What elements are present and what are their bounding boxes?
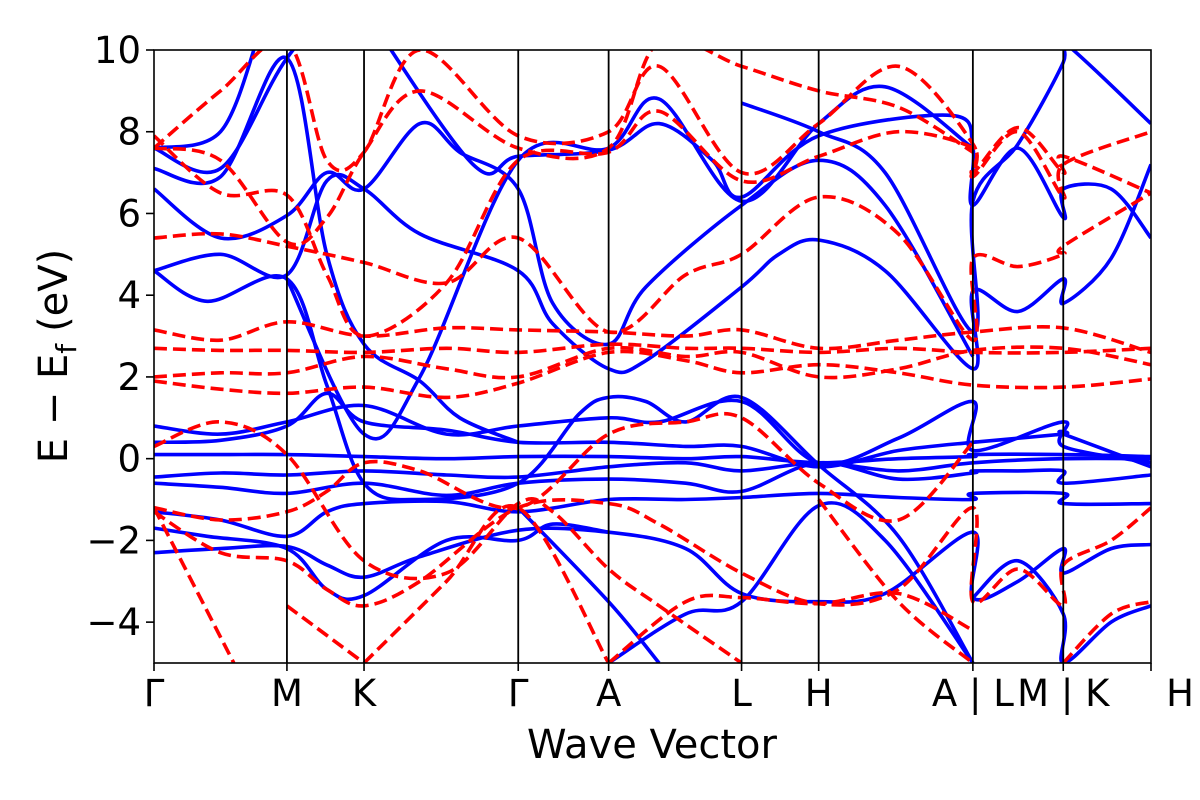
x-tick-label-5: L xyxy=(731,672,752,715)
band-line-1-14 xyxy=(607,590,974,663)
x-tick-label-6: H xyxy=(805,672,833,715)
band-line-1-16 xyxy=(1062,599,1151,663)
x-tick-label-9: H xyxy=(1166,672,1194,715)
kpoint-divider-lines xyxy=(286,50,1065,663)
band-line-0-3 xyxy=(154,460,1151,498)
band-line-0-16 xyxy=(740,50,1151,334)
y-tick-label-2: 0 xyxy=(117,438,141,481)
y-axis-label: E − Ef (eV) xyxy=(31,249,83,464)
band-line-0-1 xyxy=(154,522,609,602)
plot-frame xyxy=(153,49,1152,664)
band-line-1-15 xyxy=(817,498,975,663)
y-axis-label-unit: (eV) xyxy=(31,249,77,332)
band-line-0-0 xyxy=(154,526,1151,604)
band-line-0-13 xyxy=(154,50,256,150)
band-line-1-4 xyxy=(154,345,1151,380)
y-tick-label-4: 4 xyxy=(117,274,141,317)
x-axis-label: Wave Vector xyxy=(527,722,778,768)
y-tick-label-0: −4 xyxy=(86,601,141,644)
y-tick-label-6: 8 xyxy=(117,111,141,154)
y-tick-label-7: 10 xyxy=(94,29,141,72)
x-tick-label-8: M | K xyxy=(1017,672,1111,715)
bands-layer xyxy=(154,50,1151,663)
band-line-0-2 xyxy=(154,490,1151,539)
x-tick-label-0: Γ xyxy=(144,672,165,715)
band-line-1-3 xyxy=(154,349,1151,400)
band-line-1-12 xyxy=(362,504,611,663)
x-tick-label-1: M xyxy=(271,672,303,715)
band-line-0-6 xyxy=(154,391,1151,469)
band-line-1-10 xyxy=(154,50,1151,200)
band-line-1-2 xyxy=(154,420,743,663)
x-tick-label-7: A | L xyxy=(932,672,1014,715)
y-tick-label-3: 2 xyxy=(117,356,141,399)
band-line-1-13 xyxy=(154,506,236,663)
x-tick-label-3: Γ xyxy=(508,672,529,715)
band-line-1-11 xyxy=(285,604,366,663)
band-line-1-1 xyxy=(154,411,975,523)
y-axis-label-main: E − E xyxy=(31,354,77,464)
series-0-group xyxy=(154,50,1151,663)
band-line-1-9 xyxy=(154,50,974,247)
band-line-0-9 xyxy=(154,163,1151,375)
y-axis-label-subscript: f xyxy=(50,343,83,354)
band-line-1-0 xyxy=(154,498,1151,608)
x-tick-label-4: A xyxy=(596,672,621,715)
y-tick-label-1: −2 xyxy=(86,519,141,562)
band-line-0-18 xyxy=(607,501,975,663)
band-line-0-15 xyxy=(388,50,1151,240)
y-tick-label-5: 6 xyxy=(117,192,141,235)
band-line-1-8 xyxy=(154,109,1151,338)
band-line-0-5 xyxy=(154,452,1151,465)
y-axis-ticks: −4 −2 0 2 4 6 8 10 xyxy=(86,29,154,644)
x-tick-label-2: K xyxy=(352,672,378,715)
